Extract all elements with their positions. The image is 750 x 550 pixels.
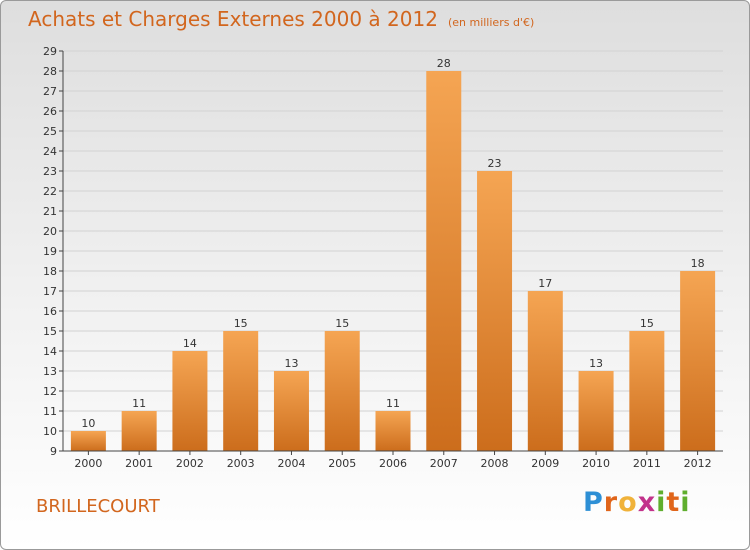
bar (172, 351, 208, 451)
data-label: 10 (81, 417, 95, 430)
data-label: 15 (640, 317, 654, 330)
x-tick-label: 2001 (125, 457, 153, 470)
bar (223, 331, 259, 451)
bar (527, 291, 563, 451)
x-tick-label: 2009 (531, 457, 559, 470)
data-label: 23 (488, 157, 502, 170)
x-tick-label: 2004 (277, 457, 305, 470)
y-tick-label: 9 (50, 445, 57, 458)
y-tick-label: 21 (43, 205, 57, 218)
bar (477, 171, 513, 451)
x-tick-label: 2005 (328, 457, 356, 470)
data-label: 17 (538, 277, 552, 290)
data-label: 28 (437, 57, 451, 70)
y-tick-label: 20 (43, 225, 57, 238)
y-tick-label: 26 (43, 105, 57, 118)
data-label: 11 (132, 397, 146, 410)
y-tick-label: 14 (43, 345, 57, 358)
proxiti-logo[interactable]: Proxiti (583, 487, 691, 518)
x-tick-label: 2006 (379, 457, 407, 470)
y-tick-label: 29 (43, 45, 57, 58)
chart-title: Achats et Charges Externes 2000 à 2012 (e… (28, 7, 534, 31)
axes (59, 50, 723, 455)
bar (426, 71, 462, 451)
grid-lines (63, 50, 723, 452)
x-tick-label: 2008 (481, 457, 509, 470)
chart-unit: (en milliers d'€) (447, 16, 535, 29)
data-label: 15 (234, 317, 248, 330)
bar (70, 431, 106, 451)
y-tick-label: 24 (43, 145, 57, 158)
y-tick-label: 22 (43, 185, 57, 198)
x-tick-label: 2002 (176, 457, 204, 470)
x-tick-label: 2007 (430, 457, 458, 470)
data-label: 13 (589, 357, 603, 370)
y-tick-label: 17 (43, 285, 57, 298)
y-tick-label: 16 (43, 305, 57, 318)
bar (273, 371, 309, 451)
x-tick-label: 2010 (582, 457, 610, 470)
commune-name: BRILLECOURT (36, 496, 160, 517)
y-tick-label: 18 (43, 265, 57, 278)
x-tick-label: 2011 (633, 457, 661, 470)
y-tick-label: 15 (43, 325, 57, 338)
data-label: 14 (183, 337, 197, 350)
y-tick-label: 19 (43, 245, 57, 258)
x-tick-label: 2003 (227, 457, 255, 470)
data-label: 18 (691, 257, 705, 270)
bar (324, 331, 360, 451)
bar (375, 411, 411, 451)
y-tick-label: 11 (43, 405, 57, 418)
y-tick-label: 12 (43, 385, 57, 398)
y-tick-label: 10 (43, 425, 57, 438)
chart-title-text: Achats et Charges Externes 2000 à 2012 (28, 7, 438, 31)
y-tick-label: 28 (43, 65, 57, 78)
bar (629, 331, 665, 451)
labels: 9 10 11 12 13 14 15 16 17 18 19 20 21 22 23 24 25 26 27 28 2… (43, 45, 712, 470)
bar (680, 271, 716, 451)
y-tick-label: 23 (43, 165, 57, 178)
y-tick-label: 27 (43, 85, 57, 98)
data-label: 13 (284, 357, 298, 370)
data-label: 15 (335, 317, 349, 330)
bars (70, 71, 716, 451)
bar (578, 371, 614, 451)
y-tick-label: 13 (43, 365, 57, 378)
x-tick-label: 2000 (74, 457, 102, 470)
data-label: 11 (386, 397, 400, 410)
x-tick-label: 2012 (684, 457, 712, 470)
y-tick-label: 25 (43, 125, 57, 138)
bar (121, 411, 157, 451)
